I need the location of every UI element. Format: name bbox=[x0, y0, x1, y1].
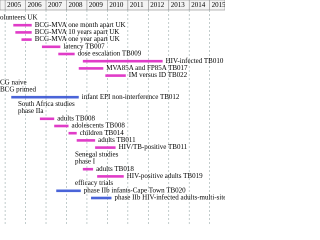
task-label: HIV-infected TB010 bbox=[166, 57, 224, 65]
x-tick-label: 2013 bbox=[171, 1, 186, 9]
task-label: BCG-MVA 10 years apart UK bbox=[35, 28, 120, 36]
task-bar bbox=[76, 139, 96, 142]
x-tick-label: 2006 bbox=[28, 1, 43, 9]
task-bar bbox=[41, 45, 61, 49]
task-label: phase I bbox=[75, 158, 96, 166]
x-tick-label: 2015 bbox=[212, 1, 225, 9]
task-label: IM versus ID TB022 bbox=[129, 71, 188, 79]
task-bar bbox=[21, 38, 32, 41]
task-label: children TB014 bbox=[80, 129, 125, 137]
task-label: efficacy trials bbox=[75, 179, 113, 187]
task-bar bbox=[39, 117, 55, 121]
task-label: CG naive bbox=[0, 78, 27, 86]
x-tick-label: 2012 bbox=[150, 1, 165, 9]
task-label: phase IIa bbox=[18, 107, 44, 115]
task-bar bbox=[82, 167, 94, 171]
task-bar bbox=[13, 23, 32, 27]
task-label: phase IIb HIV-infected adults-multi-site bbox=[114, 194, 225, 202]
task-label: BCG-MVA one month apart UK bbox=[35, 21, 126, 29]
task-bar bbox=[15, 31, 32, 34]
task-label: South Africa studies bbox=[18, 100, 75, 108]
task-label: adolescents TB008 bbox=[72, 122, 126, 130]
task-label: dose escalation TB009 bbox=[78, 50, 142, 58]
x-tick-label: 2008 bbox=[68, 1, 83, 9]
chart: 2005 2006 2007 2008 2009 2010 2011 2012 2013 2014… bbox=[0, 0, 225, 225]
task-bar bbox=[11, 95, 79, 99]
task-bar bbox=[78, 67, 104, 70]
task-bar bbox=[91, 196, 112, 200]
task-label: adults TB018 bbox=[96, 165, 134, 173]
task-label: BCG-MVA one year apart UK bbox=[35, 35, 120, 43]
task-bar bbox=[58, 52, 75, 56]
task-bar bbox=[68, 131, 77, 135]
task-bar bbox=[105, 74, 126, 77]
task-label: HIV/TB-positive TB011 bbox=[119, 143, 188, 151]
x-tick-label: 2009 bbox=[89, 1, 104, 9]
task-label: adults TB008 bbox=[57, 114, 95, 122]
task-label: olunteers UK bbox=[0, 14, 38, 22]
task-bar bbox=[56, 189, 81, 193]
task-label: BCG primed bbox=[0, 86, 36, 94]
x-tick-label: 2014 bbox=[191, 1, 206, 9]
task-label: phase IIb infants-Cape Town TB020 bbox=[84, 186, 186, 194]
x-tick-label: 2007 bbox=[48, 1, 63, 9]
axis-header bbox=[0, 0, 225, 11]
task-label: latency TB007 bbox=[63, 42, 105, 50]
task-label: Senegal studies bbox=[75, 150, 119, 158]
task-label: MVA85A and FP85A TB017 bbox=[106, 64, 188, 72]
task-bar bbox=[54, 124, 69, 128]
task-bar bbox=[95, 146, 116, 149]
x-tick-label: 2005 bbox=[7, 1, 22, 9]
x-tick-label: 2010 bbox=[109, 1, 124, 9]
task-bar bbox=[97, 175, 124, 178]
x-tick-label: 2011 bbox=[130, 1, 144, 9]
task-label: infant EPI non-interference TB012 bbox=[82, 93, 180, 101]
task-bar bbox=[82, 59, 163, 63]
task-label: adults TB011 bbox=[98, 136, 136, 144]
task-label: HIV-positive adults TB019 bbox=[127, 172, 203, 180]
